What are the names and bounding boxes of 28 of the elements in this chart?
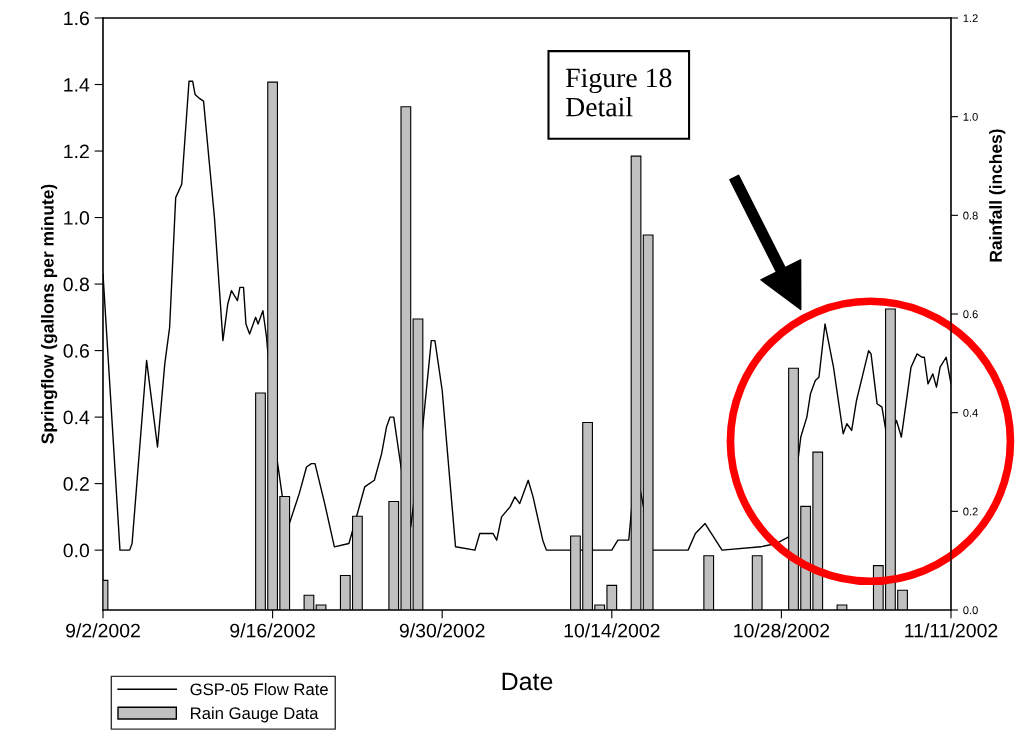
y2-tick-label: 0.2 — [963, 507, 978, 516]
y-tick-label: 0.0 — [63, 543, 90, 558]
y-axis-title: Springflow (gallons per minute) — [40, 184, 58, 444]
y-tick-label: 1.4 — [64, 78, 90, 92]
y-tick-label: 1.0 — [64, 211, 90, 225]
y2-tick-label: 1.2 — [963, 14, 978, 23]
y-tick-label: 0.8 — [63, 277, 89, 292]
y2-tick-label: 1.0 — [963, 112, 978, 121]
x-tick-label: 10/28/2002 — [734, 623, 830, 638]
y-tick-label: 0.2 — [63, 477, 89, 491]
y-tick-label: 1.2 — [64, 144, 89, 159]
y-tick-label: 1.6 — [64, 11, 89, 26]
y2-tick-label: 0.4 — [963, 408, 978, 417]
x-axis-title: Date — [502, 672, 553, 691]
x-tick-label: 11/11/2002 — [905, 623, 998, 638]
y-tick-label: 0.6 — [63, 344, 89, 358]
x-tick-label: 9/2/2002 — [66, 623, 140, 638]
x-tick-label: 10/14/2002 — [564, 623, 660, 638]
x-tick-label: 9/30/2002 — [399, 623, 485, 638]
legend-label: Rain Gauge Data — [191, 706, 319, 723]
y2-tick-label: 0.6 — [963, 310, 978, 319]
y-tick-label: 0.4 — [63, 410, 90, 425]
x-tick-label: 9/16/2002 — [230, 623, 315, 638]
y2-axis-title: Rainfall (inches) — [989, 129, 1006, 262]
y2-tick-label: 0.0 — [963, 606, 978, 615]
annotation: Figure 18 Detail — [565, 68, 672, 117]
legend-label: GSP-05 Flow Rate — [190, 683, 328, 696]
y2-tick-label: 0.8 — [963, 211, 978, 220]
